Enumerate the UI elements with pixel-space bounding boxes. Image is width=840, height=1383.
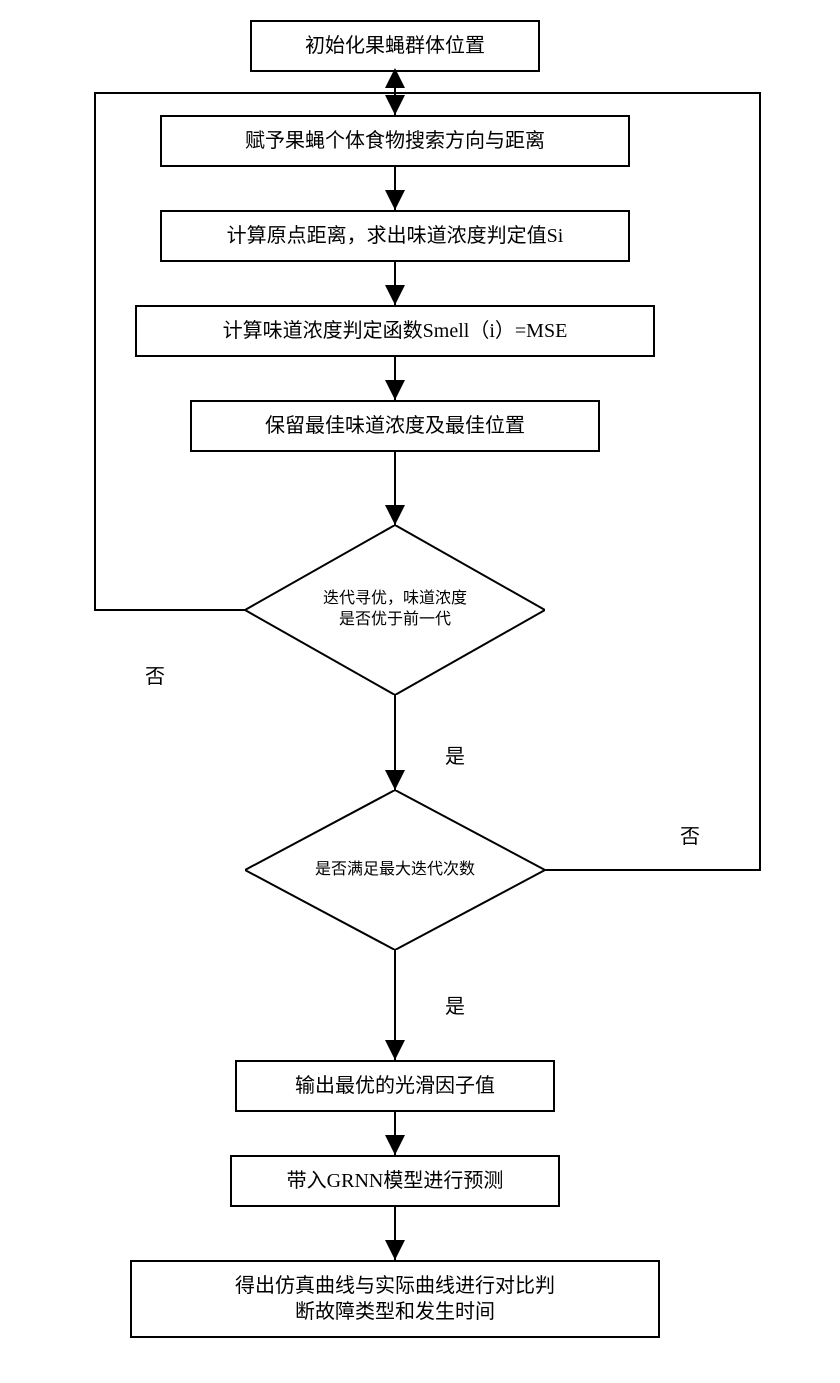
- flowchart-node-assign: 赋予果蝇个体食物搜索方向与距离: [160, 115, 630, 167]
- flowchart-node-keep-best: 保留最佳味道浓度及最佳位置: [190, 400, 600, 452]
- decision-text: 是否满足最大迭代次数: [245, 790, 545, 950]
- node-text: 计算原点距离，求出味道浓度判定值Si: [227, 223, 564, 249]
- node-text: 带入GRNN模型进行预测: [287, 1168, 504, 1194]
- decision-text: 迭代寻优，味道浓度 是否优于前一代: [245, 525, 545, 695]
- edge-label-no-1: 否: [145, 660, 165, 689]
- flowchart-node-grnn: 带入GRNN模型进行预测: [230, 1155, 560, 1207]
- flowchart-decision-maxiter: 是否满足最大迭代次数: [245, 790, 545, 950]
- edge-label-no-2: 否: [680, 820, 700, 849]
- edge-label-yes-1: 是: [445, 740, 465, 769]
- edge-label-yes-2: 是: [445, 990, 465, 1019]
- flowchart-node-output-smooth: 输出最优的光滑因子值: [235, 1060, 555, 1112]
- flowchart-node-calc-dist: 计算原点距离，求出味道浓度判定值Si: [160, 210, 630, 262]
- flowchart-node-init: 初始化果蝇群体位置: [250, 20, 540, 72]
- flowchart-node-calc-smell: 计算味道浓度判定函数Smell（i）=MSE: [135, 305, 655, 357]
- node-text: 赋予果蝇个体食物搜索方向与距离: [245, 128, 545, 154]
- node-text: 输出最优的光滑因子值: [295, 1073, 495, 1099]
- node-text: 得出仿真曲线与实际曲线进行对比判 断故障类型和发生时间: [235, 1273, 555, 1325]
- node-text: 保留最佳味道浓度及最佳位置: [265, 413, 525, 439]
- flowchart-node-result: 得出仿真曲线与实际曲线进行对比判 断故障类型和发生时间: [130, 1260, 660, 1338]
- node-text: 初始化果蝇群体位置: [305, 33, 485, 59]
- node-text: 计算味道浓度判定函数Smell（i）=MSE: [223, 318, 568, 344]
- flowchart-decision-iterate: 迭代寻优，味道浓度 是否优于前一代: [245, 525, 545, 695]
